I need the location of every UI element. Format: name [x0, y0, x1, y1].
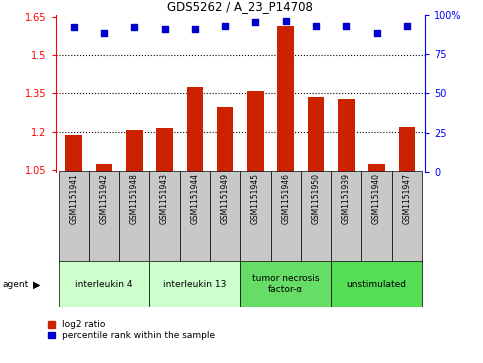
Bar: [210, 171, 241, 263]
Point: [252, 20, 259, 25]
Bar: [241, 171, 270, 263]
Text: GSM1151943: GSM1151943: [160, 174, 169, 224]
Bar: [392, 171, 422, 263]
Point: [161, 26, 169, 32]
Text: GSM1151947: GSM1151947: [402, 174, 412, 224]
Text: GSM1151939: GSM1151939: [342, 174, 351, 224]
Bar: [180, 171, 210, 263]
Text: GSM1151944: GSM1151944: [190, 174, 199, 224]
Bar: [89, 171, 119, 263]
Bar: [301, 171, 331, 263]
Legend: log2 ratio, percentile rank within the sample: log2 ratio, percentile rank within the s…: [48, 320, 215, 340]
Text: interleukin 4: interleukin 4: [75, 280, 133, 289]
Bar: [308, 97, 325, 172]
Bar: [331, 171, 361, 263]
Bar: [65, 135, 82, 172]
Bar: [270, 171, 301, 263]
Point: [342, 23, 350, 28]
Bar: [331, 261, 422, 307]
Point: [130, 24, 138, 30]
Bar: [277, 26, 294, 172]
Point: [403, 23, 411, 28]
Bar: [241, 261, 331, 307]
Text: GSM1151950: GSM1151950: [312, 174, 321, 224]
Bar: [338, 99, 355, 172]
Bar: [186, 87, 203, 172]
Text: GSM1151946: GSM1151946: [281, 174, 290, 224]
Text: GSM1151949: GSM1151949: [221, 174, 229, 224]
Point: [70, 24, 78, 30]
Point: [373, 30, 381, 36]
Point: [282, 18, 290, 24]
Text: ▶: ▶: [33, 280, 41, 290]
Point: [221, 23, 229, 28]
Bar: [361, 171, 392, 263]
Bar: [119, 171, 149, 263]
Title: GDS5262 / A_23_P14708: GDS5262 / A_23_P14708: [167, 0, 313, 13]
Bar: [368, 163, 385, 172]
Text: tumor necrosis
factor-α: tumor necrosis factor-α: [252, 274, 319, 294]
Bar: [126, 130, 142, 172]
Bar: [58, 171, 89, 263]
Bar: [247, 91, 264, 172]
Point: [100, 30, 108, 36]
Bar: [149, 171, 180, 263]
Bar: [149, 261, 241, 307]
Text: GSM1151945: GSM1151945: [251, 174, 260, 224]
Text: GSM1151941: GSM1151941: [69, 174, 78, 224]
Bar: [58, 261, 149, 307]
Text: agent: agent: [2, 281, 28, 289]
Bar: [217, 107, 233, 172]
Text: interleukin 13: interleukin 13: [163, 280, 227, 289]
Point: [312, 23, 320, 28]
Text: GSM1151948: GSM1151948: [130, 174, 139, 224]
Text: GSM1151940: GSM1151940: [372, 174, 381, 224]
Text: GSM1151942: GSM1151942: [99, 174, 109, 224]
Bar: [398, 127, 415, 172]
Text: unstimulated: unstimulated: [347, 280, 407, 289]
Bar: [156, 128, 173, 172]
Point: [191, 26, 199, 32]
Bar: [96, 163, 113, 172]
